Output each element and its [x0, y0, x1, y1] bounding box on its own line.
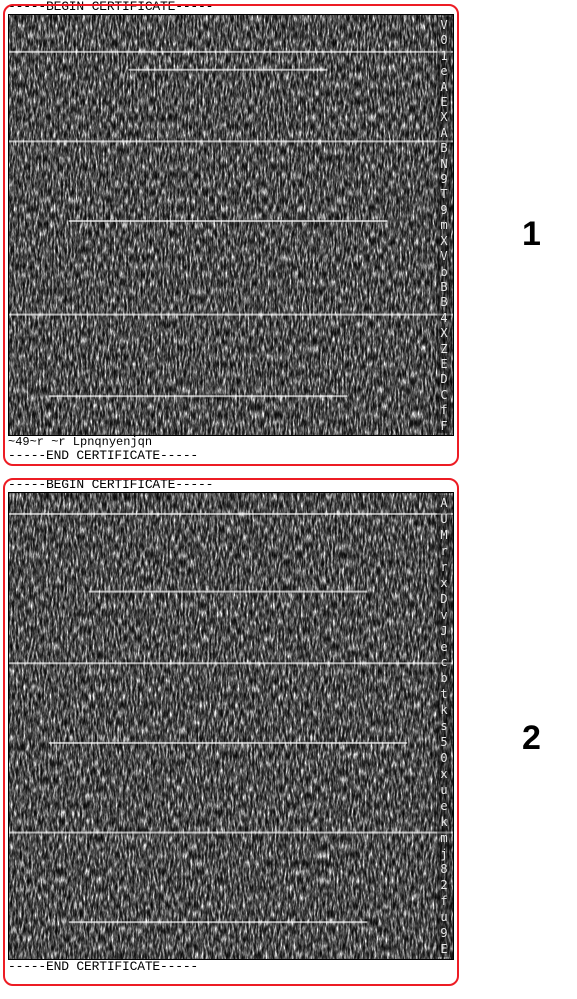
edge-char: V — [437, 19, 451, 31]
edge-char: u — [437, 911, 451, 923]
edge-char: 2 — [437, 879, 451, 891]
edge-char: m — [437, 219, 451, 231]
edge-char: A — [437, 127, 451, 139]
edge-char: 9 — [437, 204, 451, 216]
edge-char: b — [437, 672, 451, 684]
edge-char: 9 — [437, 927, 451, 939]
certificate-2-end-marker: -----END CERTIFICATE----- — [4, 960, 454, 974]
edge-char: M — [437, 529, 451, 541]
edge-char: e — [437, 641, 451, 653]
edge-char: f — [437, 895, 451, 907]
edge-char: r — [437, 545, 451, 557]
edge-char: k — [437, 816, 451, 828]
edge-char: e — [437, 65, 451, 77]
certificate-2-begin-marker: -----BEGIN CERTIFICATE----- — [4, 478, 454, 492]
edge-char: 1 — [437, 50, 451, 62]
certificate-2-region: -----BEGIN CERTIFICATE----- AUMrrxDvJecb… — [4, 478, 454, 975]
edge-char: E — [437, 96, 451, 108]
certificate-1-right-char-column: V01eAEXABN9T9mXVbBB4XZEDCfF — [437, 17, 451, 433]
edge-char: 5 — [437, 736, 451, 748]
edge-char: F — [437, 420, 451, 432]
edge-char: c — [437, 656, 451, 668]
certificate-1-body: V01eAEXABN9T9mXVbBB4XZEDCfF — [8, 14, 454, 436]
edge-char: D — [437, 593, 451, 605]
certificate-1-begin-marker: -----BEGIN CERTIFICATE----- — [4, 0, 454, 14]
edge-char: t — [437, 688, 451, 700]
edge-char: 0 — [437, 752, 451, 764]
edge-char: C — [437, 389, 451, 401]
edge-char: u — [437, 784, 451, 796]
edge-char: m — [437, 832, 451, 844]
edge-char: x — [437, 768, 451, 780]
edge-char: B — [437, 296, 451, 308]
edge-char: 8 — [437, 863, 451, 875]
edge-char: D — [437, 373, 451, 385]
edge-char: f — [437, 404, 451, 416]
callout-label-2: 2 — [522, 720, 541, 757]
certificate-noise-texture — [9, 493, 453, 959]
edge-char: 4 — [437, 312, 451, 324]
edge-char: J — [437, 625, 451, 637]
edge-char: j — [437, 848, 451, 860]
edge-char: V — [437, 250, 451, 262]
edge-char: e — [437, 800, 451, 812]
edge-char: U — [437, 513, 451, 525]
edge-char: E — [437, 943, 451, 955]
certificate-1-region: -----BEGIN CERTIFICATE----- V01eAEXABN9T… — [4, 0, 454, 464]
edge-char: s — [437, 720, 451, 732]
edge-char: B — [437, 281, 451, 293]
edge-char: b — [437, 266, 451, 278]
edge-char: E — [437, 358, 451, 370]
edge-char: r — [437, 561, 451, 573]
edge-char: X — [437, 327, 451, 339]
callout-label-1: 1 — [522, 216, 541, 253]
edge-char: B — [437, 142, 451, 154]
edge-char: T — [437, 188, 451, 200]
edge-char: 9 — [437, 173, 451, 185]
edge-char: A — [437, 81, 451, 93]
certificate-2-right-char-column: AUMrrxDvJecbtks50xuekmj82fu9E — [437, 495, 451, 957]
certificate-2-body: AUMrrxDvJecbtks50xuekmj82fu9E — [8, 492, 454, 960]
edge-char: Z — [437, 343, 451, 355]
edge-char: X — [437, 111, 451, 123]
edge-char: k — [437, 704, 451, 716]
certificate-1-end-marker: -----END CERTIFICATE----- — [4, 449, 454, 463]
certificate-noise-texture — [9, 15, 453, 435]
edge-char: x — [437, 577, 451, 589]
edge-char: v — [437, 609, 451, 621]
edge-char: X — [437, 235, 451, 247]
edge-char: N — [437, 158, 451, 170]
edge-char: A — [437, 497, 451, 509]
edge-char: 0 — [437, 34, 451, 46]
